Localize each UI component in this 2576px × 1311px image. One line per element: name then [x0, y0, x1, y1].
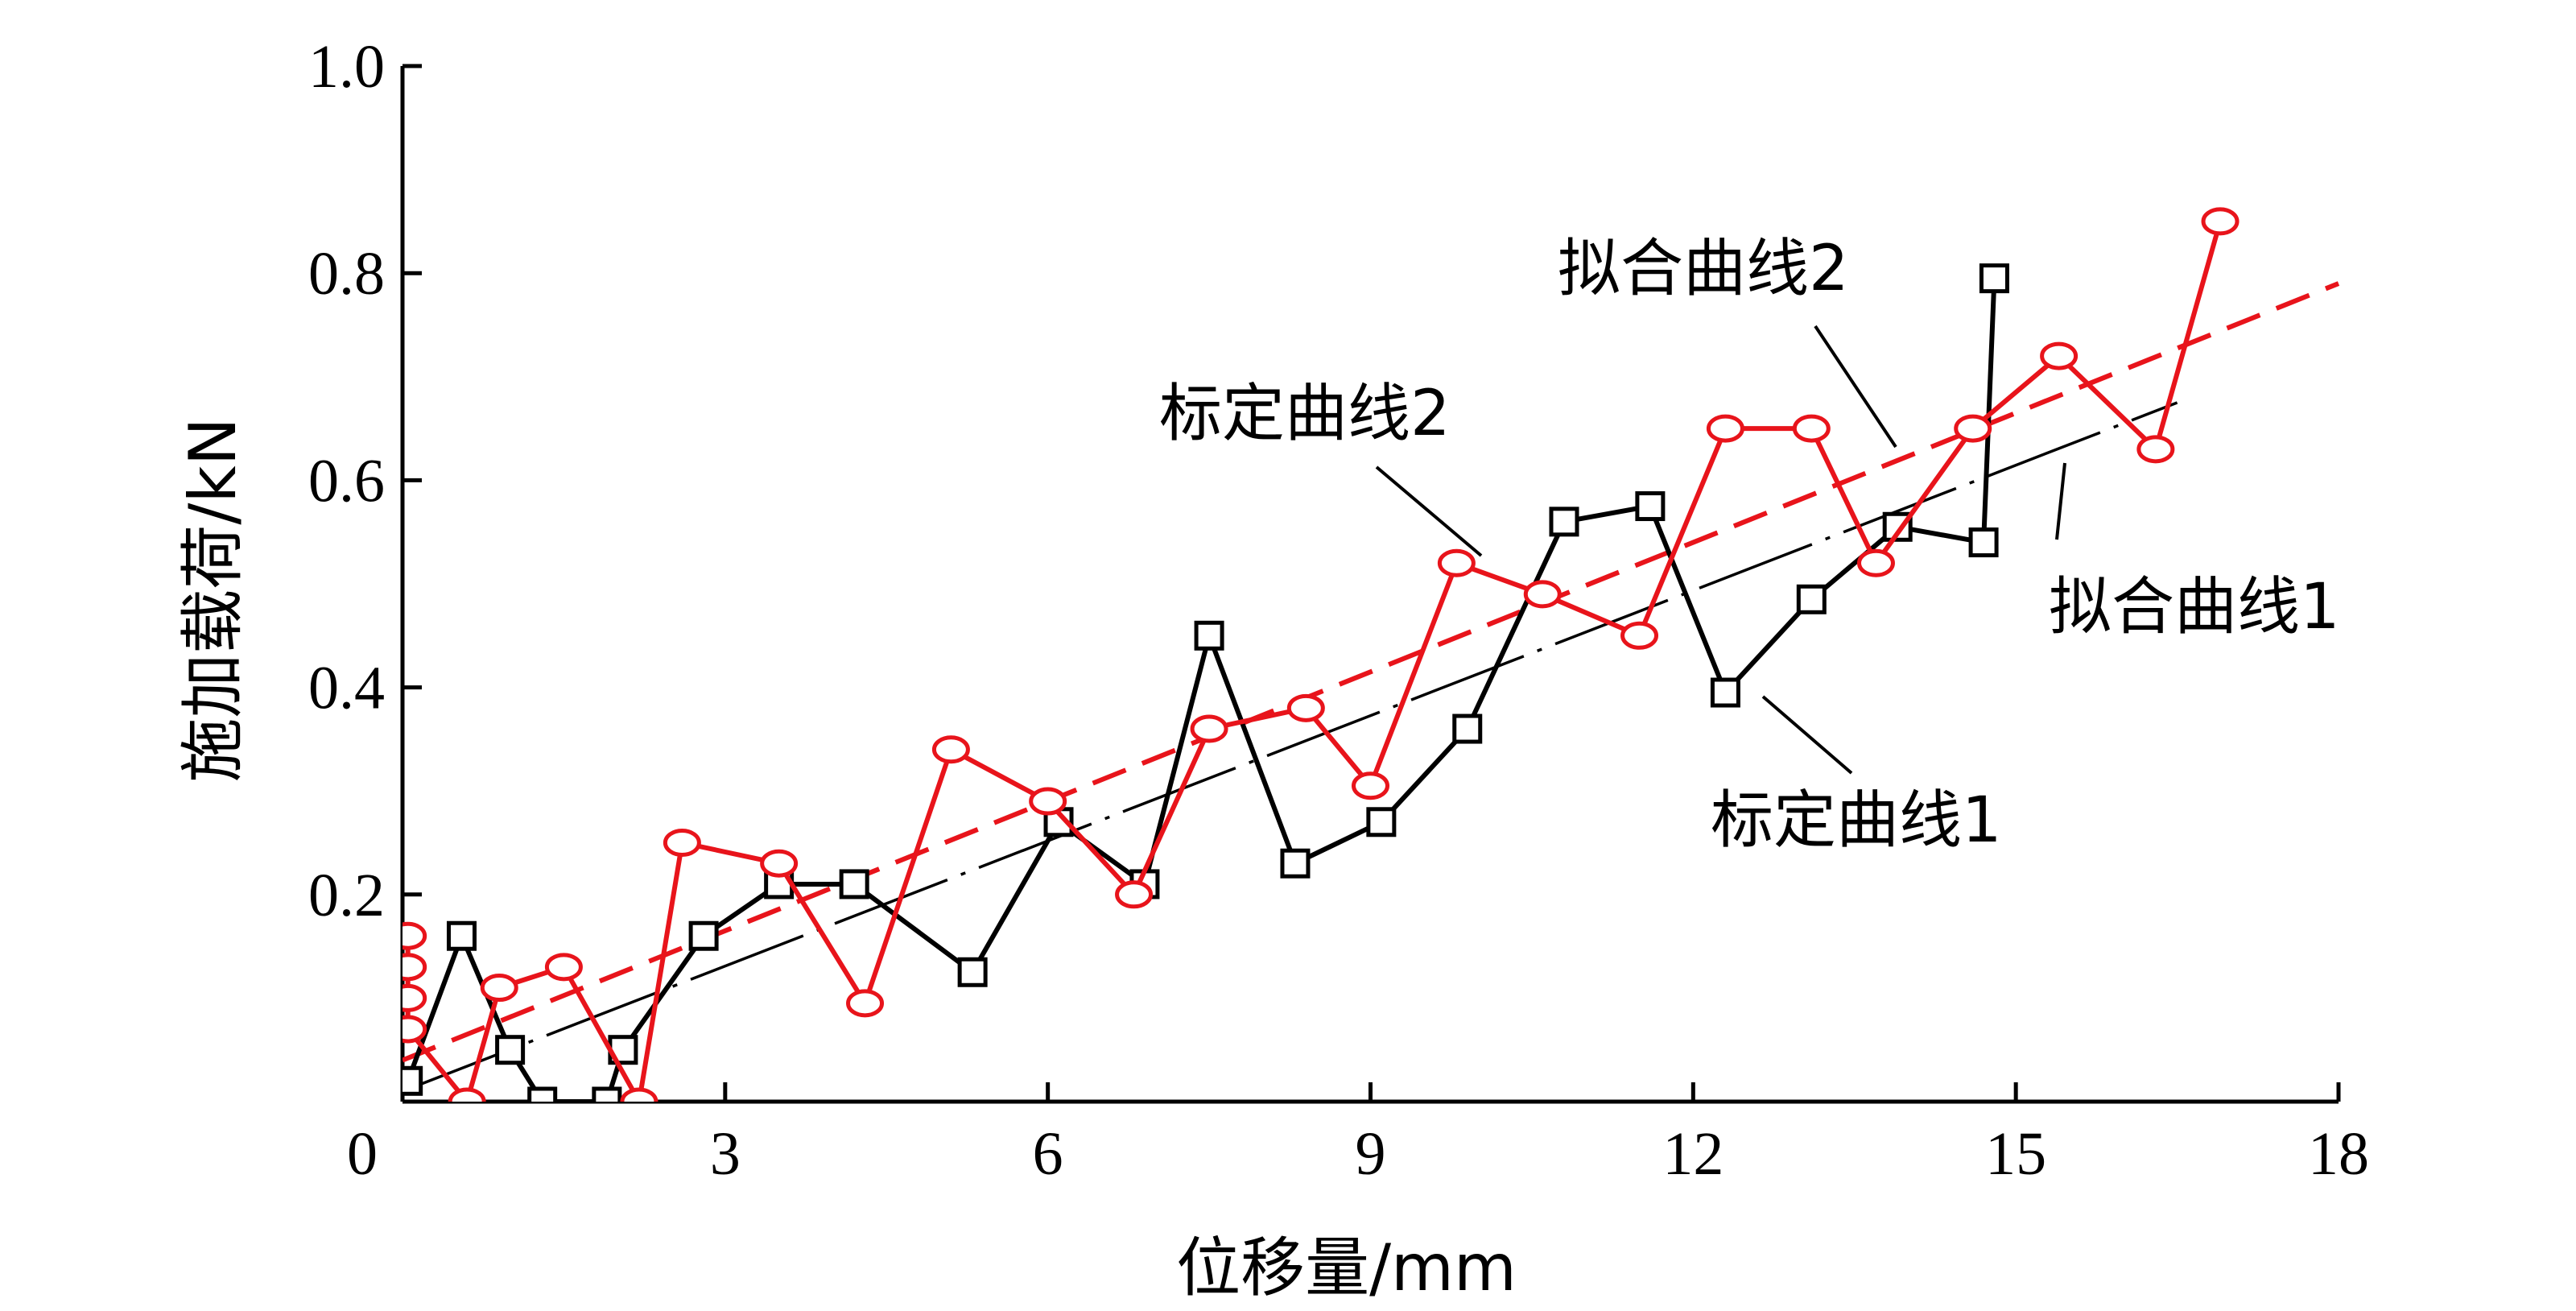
circle-marker	[846, 989, 885, 1018]
square-marker	[1549, 507, 1579, 537]
square-marker	[1796, 584, 1827, 614]
y-tick-label: 0.4	[308, 655, 385, 722]
circle-marker	[402, 953, 427, 982]
circle-marker	[1352, 771, 1389, 800]
circle-marker	[544, 953, 583, 982]
circle-marker	[480, 974, 518, 1003]
circle-marker	[1115, 880, 1154, 909]
circle-marker	[760, 849, 799, 878]
x-tick-label: 12	[1662, 1120, 1724, 1188]
square-marker	[495, 1035, 526, 1065]
fit-line-1	[402, 401, 2178, 1093]
circle-marker	[402, 921, 427, 950]
square-marker	[1968, 527, 1999, 558]
y-tick-label: 1.0	[308, 33, 385, 101]
x-tick-label: 18	[2308, 1120, 2369, 1188]
circle-marker	[448, 1087, 486, 1102]
square-marker	[402, 1065, 423, 1096]
x-tick-label: 15	[1985, 1120, 2046, 1188]
circle-marker	[1190, 714, 1228, 743]
square-marker	[1635, 491, 1666, 522]
square-marker	[1280, 848, 1311, 879]
square-marker	[957, 957, 988, 987]
circle-marker	[1286, 693, 1325, 722]
fit-line-2	[402, 281, 2340, 1063]
annotation-leader	[1375, 465, 1483, 557]
calibration-series	[402, 207, 2240, 1102]
circle-marker	[1523, 580, 1562, 609]
x-tick-label: 0	[347, 1120, 378, 1188]
annotation-leader	[1761, 695, 1853, 775]
circle-marker	[402, 983, 427, 1012]
square-marker	[688, 920, 719, 951]
square-marker	[527, 1086, 558, 1102]
fit-lines	[402, 281, 2340, 1093]
annotation-leader	[2055, 462, 2066, 540]
circle-marker	[1706, 414, 1744, 443]
y-axis-title: 施加载荷/kN	[175, 417, 250, 782]
circle-marker	[2040, 341, 2079, 370]
y-tick-label: 0.6	[308, 447, 385, 515]
annotations: 标定曲线2 拟合曲线2 拟合曲线1 标定曲线1	[1159, 233, 2340, 857]
x-axis-title: 位移量/mm	[1176, 1230, 1517, 1305]
annotation-label: 标定曲线2	[1159, 378, 1451, 450]
circle-marker	[1792, 414, 1831, 443]
annotation-label: 标定曲线1	[1711, 784, 2002, 857]
square-marker	[1710, 677, 1740, 708]
circle-marker	[1620, 621, 1659, 650]
square-marker	[1194, 620, 1224, 651]
square-marker	[1979, 263, 2009, 294]
annotation-label: 拟合曲线2	[1558, 233, 1849, 305]
circle-marker	[931, 735, 970, 764]
axes: 0 3 6 9 12 15 18 0.2 0.4 0.6 0.8 1.0 位移量/mm 施加载荷/kN	[175, 33, 2369, 1305]
x-tick-label: 9	[1356, 1120, 1386, 1188]
square-marker	[446, 920, 477, 951]
y-tick-label: 0.2	[308, 862, 385, 929]
annotation-leader	[1814, 325, 1897, 449]
circle-marker	[1029, 787, 1067, 816]
x-tick-label: 6	[1033, 1120, 1063, 1188]
square-marker	[839, 869, 869, 900]
circle-marker	[1856, 548, 1895, 577]
circle-marker	[1954, 414, 1992, 443]
y-tick-label: 0.8	[308, 240, 385, 308]
annotation-label: 拟合曲线1	[2049, 571, 2340, 643]
circle-marker	[663, 829, 701, 857]
square-marker	[1452, 713, 1483, 744]
circle-marker	[402, 1015, 427, 1044]
x-tick-label: 3	[710, 1120, 741, 1188]
square-marker	[592, 1086, 622, 1102]
circle-marker	[2201, 207, 2240, 236]
square-marker	[1366, 807, 1397, 837]
circle-marker	[2136, 435, 2175, 464]
circle-marker	[620, 1087, 658, 1102]
circle-marker	[1437, 548, 1476, 577]
